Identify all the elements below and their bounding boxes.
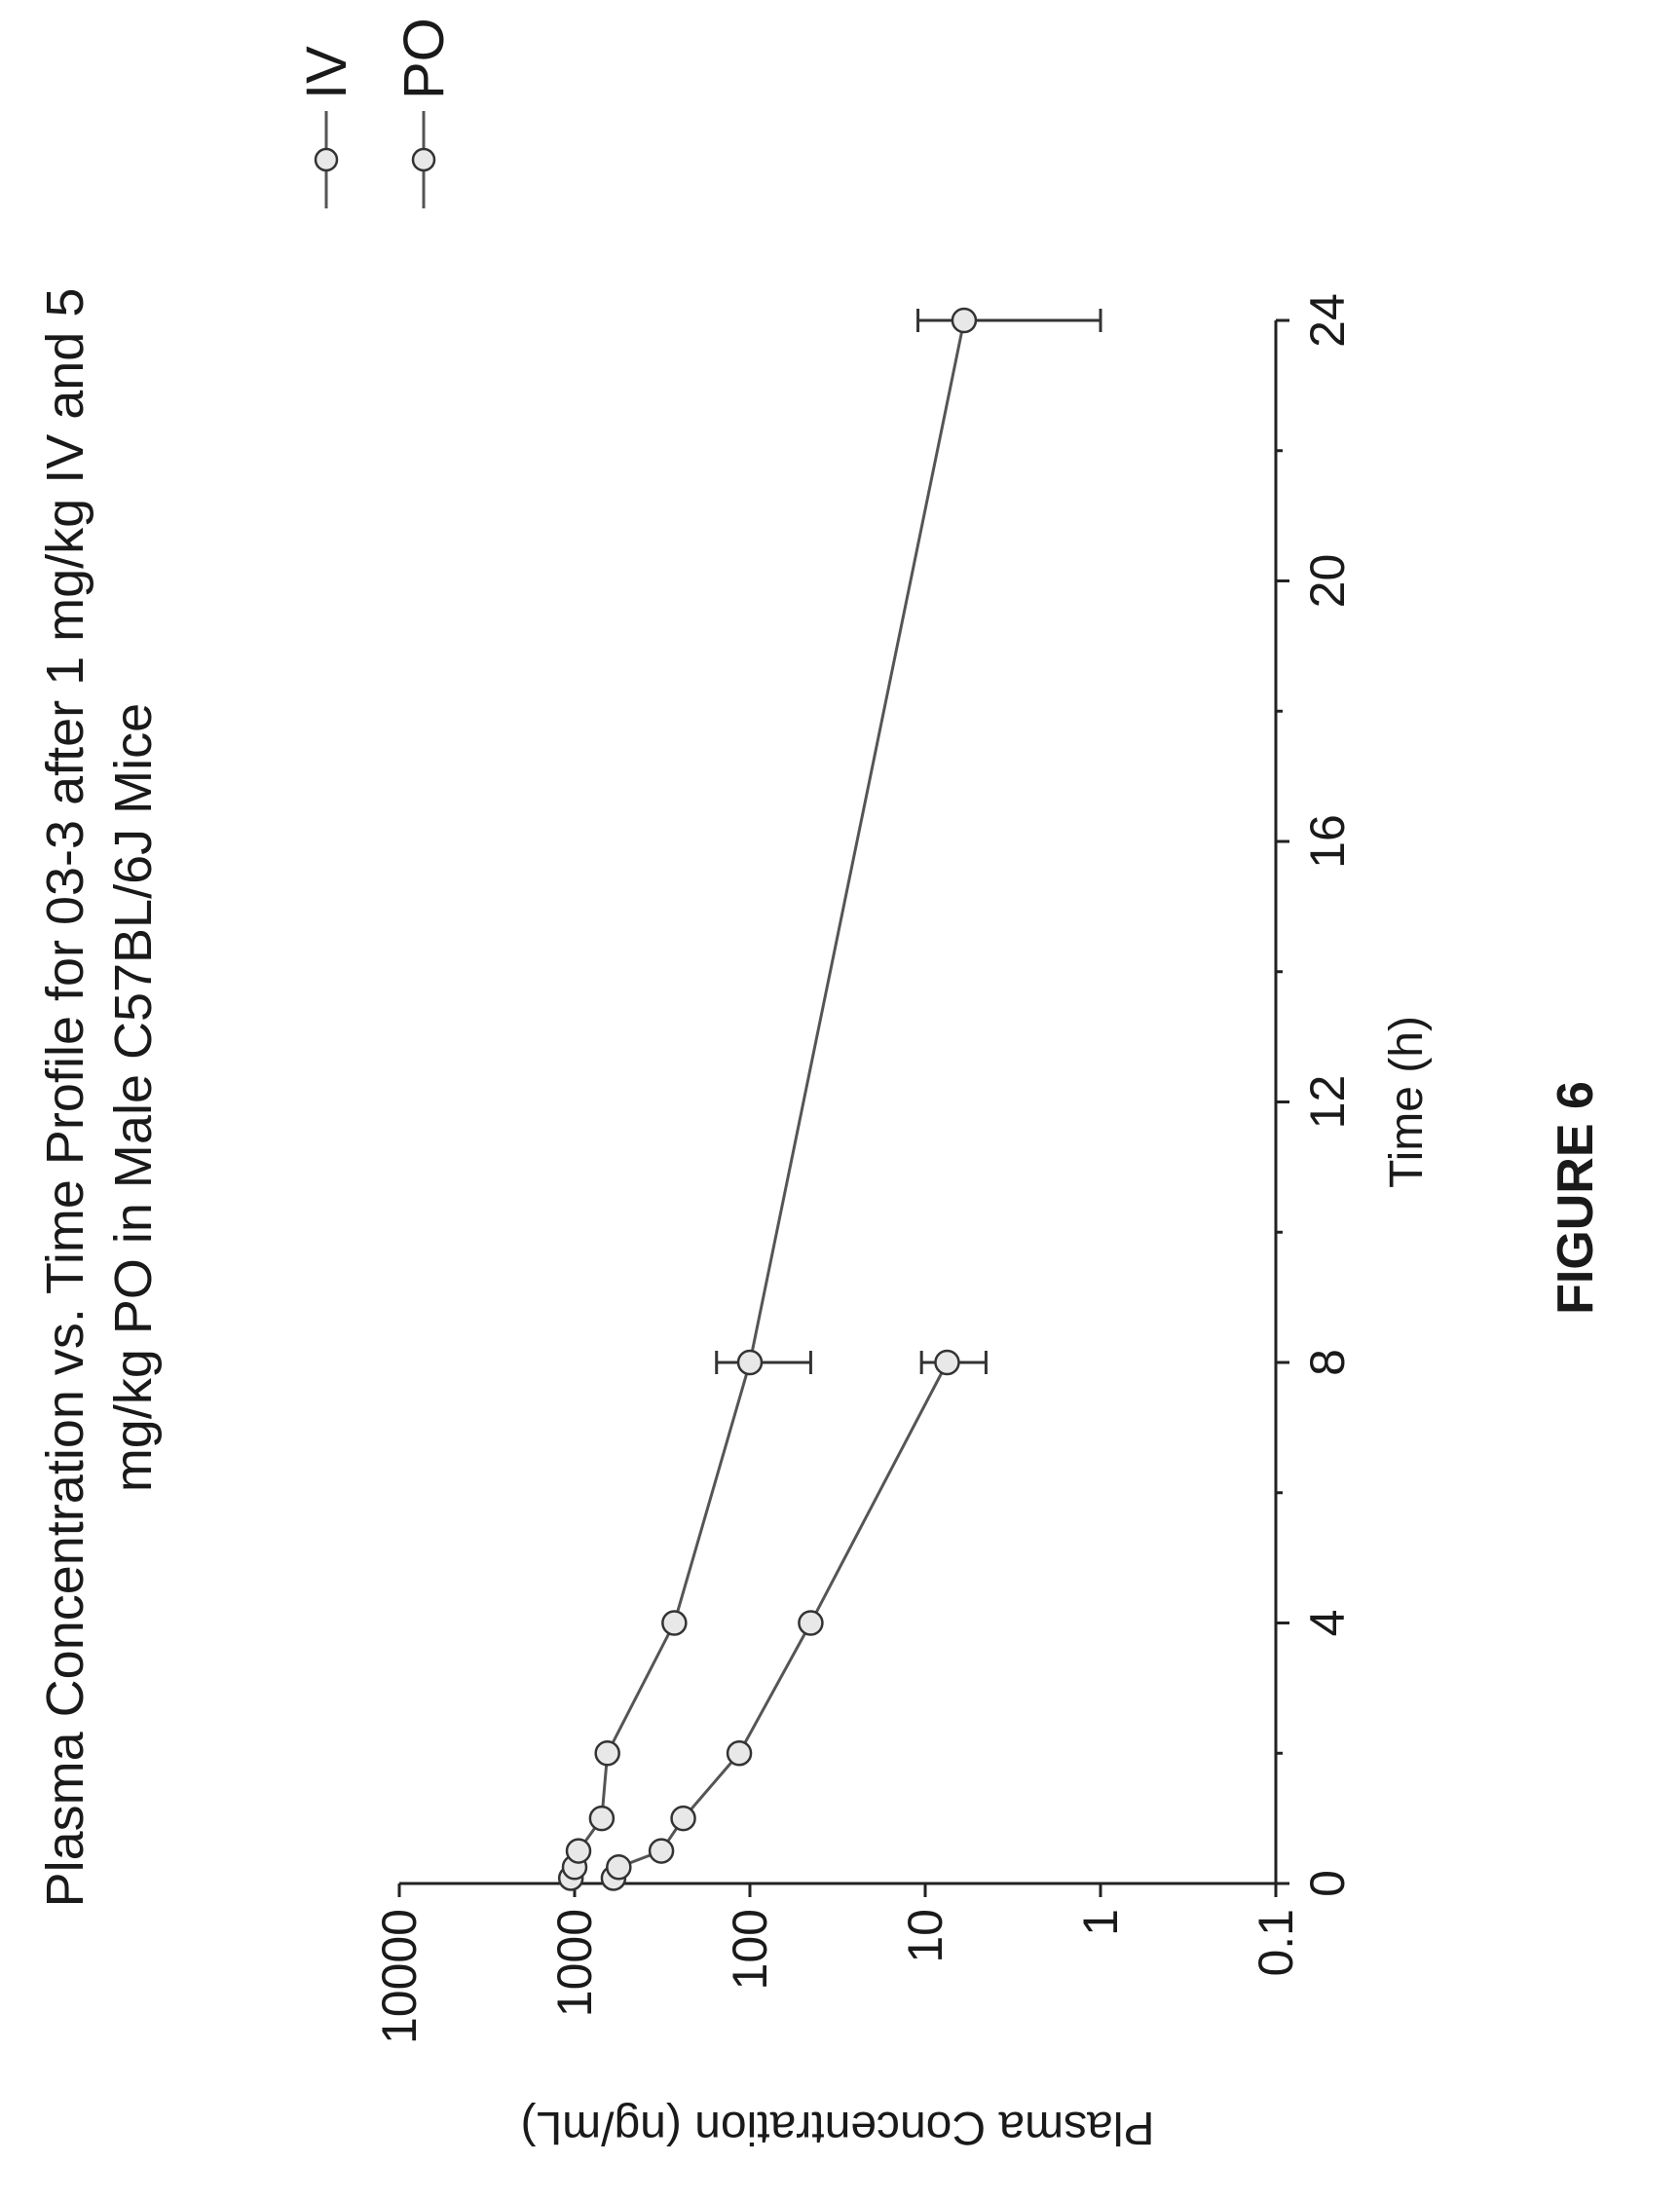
x-tick-label-0: 0	[1300, 1870, 1355, 1897]
data-point-po-2	[648, 1838, 675, 1864]
legend-marker-iv	[314, 147, 339, 172]
chart-title-line-2: mg/kg PO in Male C57BL/6J Mice	[104, 703, 163, 1492]
series-po	[600, 1349, 988, 1891]
data-point-iv-7	[951, 307, 978, 334]
legend: IV PO	[295, 18, 456, 208]
data-point-iv-4	[594, 1740, 620, 1767]
x-tick-label-6: 24	[1300, 293, 1355, 348]
y-axis-label: Plasma Concentration (ng/mL)	[521, 2102, 1155, 2153]
x-axis-label: Time (h)	[1381, 1016, 1433, 1188]
series-layer	[557, 307, 1102, 1891]
data-point-iv-6	[736, 1349, 764, 1376]
data-point-iv-3	[588, 1805, 616, 1832]
legend-entry-po: PO	[392, 18, 456, 208]
data-point-iv-2	[565, 1838, 592, 1864]
chart-axes: 0 4 8 12 16 20 24 0.1 1 10 100 1000 10000	[372, 293, 1355, 2044]
data-point-po-5	[798, 1610, 824, 1636]
figure-label: FIGURE 6	[1548, 1081, 1604, 1315]
rotated-chart-frame: Plasma Concentration vs. Time Profile fo…	[36, 18, 1433, 2153]
legend-entry-iv: IV	[295, 46, 358, 208]
data-point-po-6	[934, 1349, 960, 1376]
y-tick-label-2: 10	[898, 1909, 952, 1963]
data-point-po-3	[670, 1805, 696, 1832]
data-point-po-1	[606, 1854, 632, 1881]
series-iv	[557, 307, 1102, 1891]
error-bar-iv-6	[715, 1351, 812, 1374]
x-tick-label-4: 16	[1300, 814, 1355, 869]
y-tick-label-4: 1000	[547, 1909, 602, 2017]
legend-marker-po	[411, 147, 436, 172]
series-line-iv	[569, 319, 966, 1879]
chart-title-line-1: Plasma Concentration vs. Time Profile fo…	[36, 288, 94, 1908]
y-tick-label-3: 100	[723, 1909, 777, 1990]
y-tick-label-0: 0.1	[1249, 1909, 1303, 1977]
x-tick-label-3: 12	[1300, 1075, 1355, 1130]
x-tick-label-5: 20	[1300, 554, 1355, 609]
y-tick-label-5: 10000	[372, 1909, 427, 2044]
x-tick-label-2: 8	[1300, 1349, 1355, 1376]
y-tick-label-1: 1	[1073, 1909, 1128, 1936]
x-tick-label-1: 4	[1300, 1610, 1355, 1637]
data-point-po-4	[726, 1740, 753, 1767]
data-point-iv-5	[661, 1610, 688, 1636]
legend-label-po: PO	[392, 18, 456, 99]
error-bar-iv-7	[916, 309, 1102, 332]
legend-label-iv: IV	[295, 46, 358, 99]
